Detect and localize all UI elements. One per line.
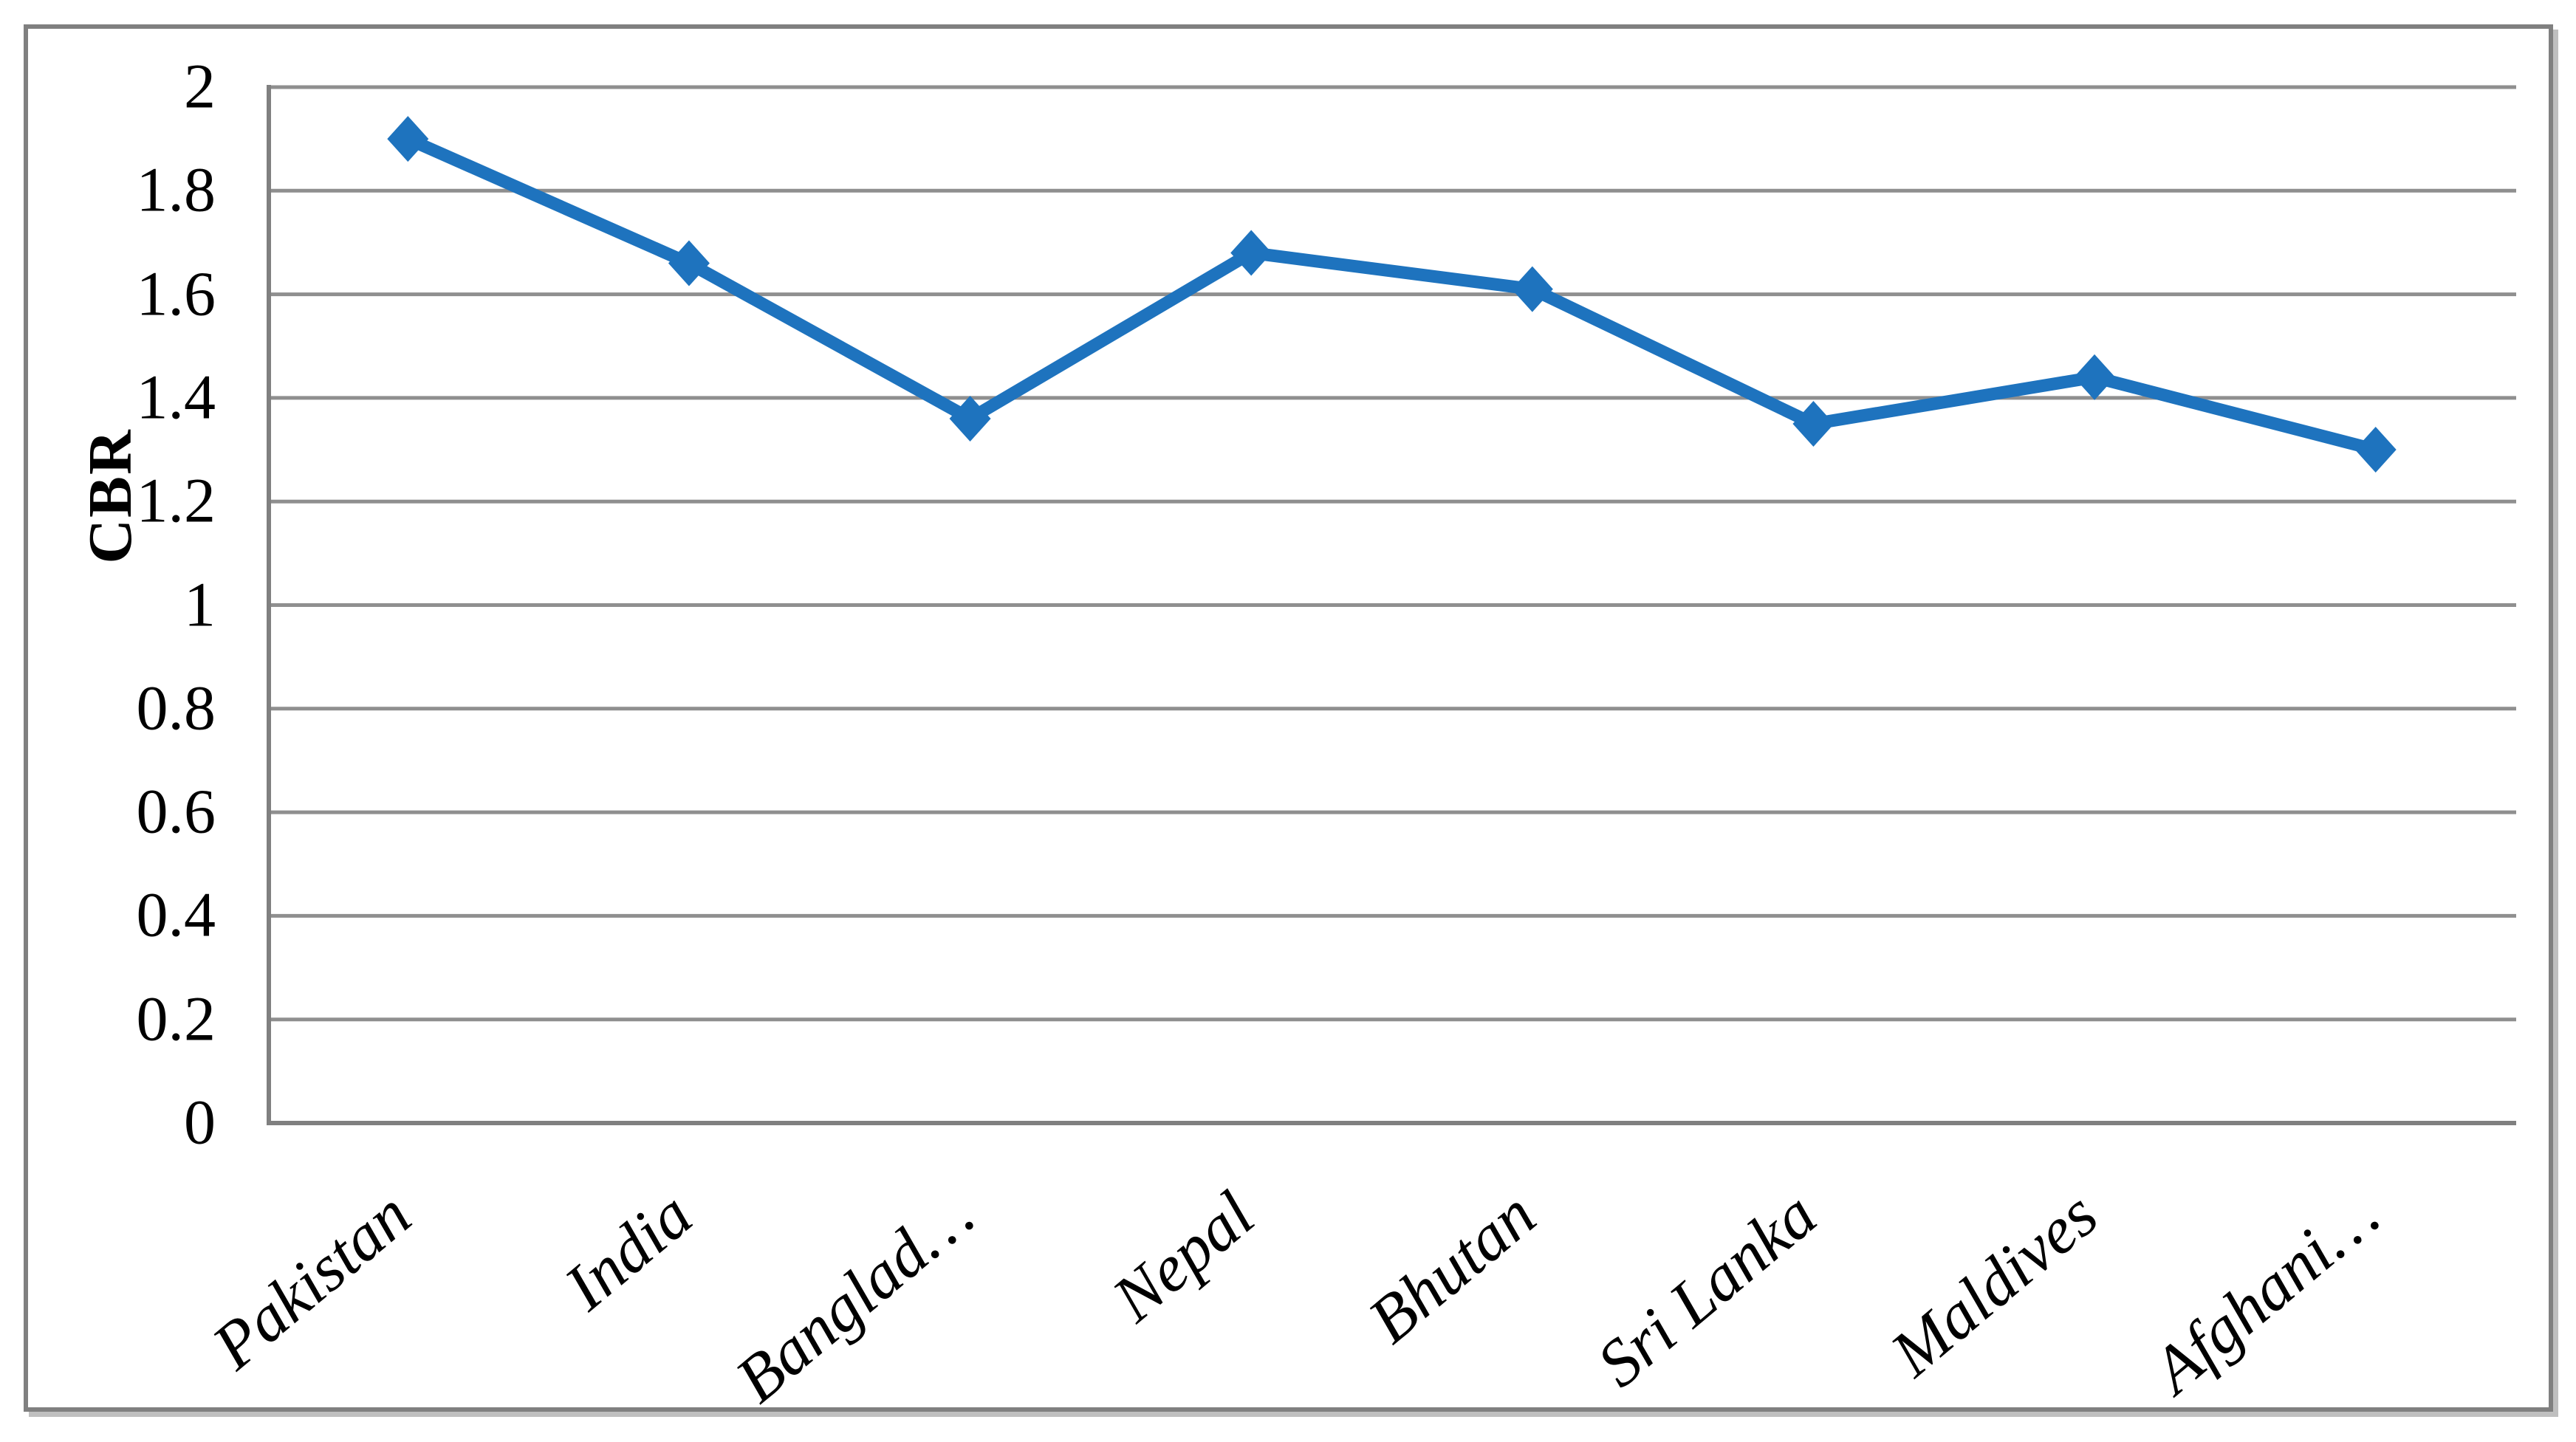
y-tick-label: 2 bbox=[184, 50, 216, 122]
y-tick-label: 1.6 bbox=[136, 257, 216, 329]
data-point-marker bbox=[949, 395, 991, 442]
data-point-marker bbox=[668, 240, 710, 286]
data-point-marker bbox=[1511, 266, 1553, 312]
y-tick-label: 0.6 bbox=[136, 775, 216, 847]
y-axis-title: CBR bbox=[76, 428, 145, 564]
y-tick-label: 0.4 bbox=[136, 879, 216, 950]
y-tick-label: 0 bbox=[184, 1086, 216, 1158]
data-point-marker bbox=[1792, 400, 1835, 447]
y-tick-label: 0.8 bbox=[136, 672, 216, 744]
series-line bbox=[401, 132, 2383, 456]
y-tick-label: 1.4 bbox=[136, 361, 216, 433]
data-point-marker bbox=[2074, 354, 2116, 400]
data-point-marker bbox=[2354, 427, 2397, 473]
y-tick-label: 1.8 bbox=[136, 154, 216, 225]
data-point-marker bbox=[1230, 230, 1272, 276]
y-tick-label: 1.2 bbox=[136, 464, 216, 536]
chart-area-border bbox=[24, 24, 2553, 1412]
y-tick-label: 0.2 bbox=[136, 982, 216, 1054]
data-point-marker bbox=[387, 116, 429, 162]
y-tick-label: 1 bbox=[184, 568, 216, 639]
